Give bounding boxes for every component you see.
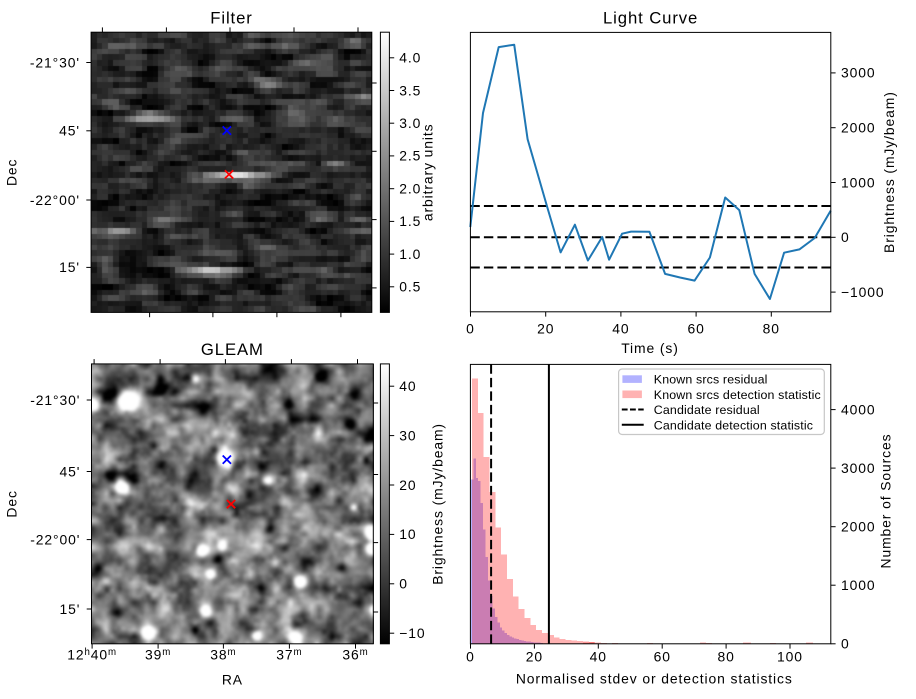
svg-text:RA: RA (222, 672, 243, 688)
svg-text:4.0: 4.0 (399, 50, 421, 66)
svg-text:-22°00': -22°00' (30, 531, 80, 547)
svg-text:Candidate detection statistic: Candidate detection statistic (654, 418, 813, 432)
svg-text:0: 0 (466, 648, 475, 664)
svg-text:40: 40 (590, 648, 607, 664)
svg-text:0: 0 (466, 321, 475, 337)
svg-text:45': 45' (59, 123, 80, 139)
svg-text:GLEAM: GLEAM (201, 340, 264, 359)
svg-text:Brightness (mJy/beam): Brightness (mJy/beam) (430, 423, 446, 585)
svg-text:36m​: 36m​ (342, 647, 368, 663)
svg-text:80: 80 (717, 648, 734, 664)
svg-text:-21°30': -21°30' (30, 54, 80, 70)
svg-text:−10: −10 (399, 625, 425, 641)
svg-text:Filter: Filter (210, 8, 252, 27)
svg-text:30: 30 (399, 427, 416, 443)
svg-text:2.0: 2.0 (399, 181, 421, 197)
svg-text:0: 0 (841, 636, 850, 652)
svg-text:3000: 3000 (841, 460, 876, 476)
svg-text:3.5: 3.5 (399, 82, 421, 98)
svg-text:arbitrary units: arbitrary units (420, 123, 436, 221)
svg-text:1.5: 1.5 (399, 213, 421, 229)
svg-text:Known srcs residual: Known srcs residual (654, 373, 768, 387)
svg-text:12h​40m​: 12h​40m​ (67, 647, 117, 663)
svg-text:Dec: Dec (4, 159, 20, 186)
svg-text:-21°30': -21°30' (30, 392, 80, 408)
svg-text:20: 20 (526, 648, 543, 664)
svg-text:Brightness (mJy/beam): Brightness (mJy/beam) (881, 91, 897, 253)
svg-text:15': 15' (59, 601, 80, 617)
svg-text:4000: 4000 (841, 401, 876, 417)
svg-text:37m​: 37m​ (276, 647, 302, 663)
svg-text:60: 60 (654, 648, 671, 664)
svg-text:100: 100 (777, 648, 803, 664)
svg-text:3.0: 3.0 (399, 115, 421, 131)
svg-text:-22°00': -22°00' (30, 192, 80, 208)
svg-text:Dec: Dec (4, 490, 20, 517)
svg-text:Candidate residual: Candidate residual (654, 403, 760, 417)
svg-text:Time (s): Time (s) (621, 340, 679, 356)
svg-text:1000: 1000 (841, 174, 876, 190)
svg-text:2000: 2000 (841, 120, 876, 136)
svg-text:0.5: 0.5 (399, 279, 421, 295)
svg-text:20: 20 (537, 321, 554, 337)
svg-text:40: 40 (399, 378, 416, 394)
svg-text:38m​: 38m​ (210, 647, 236, 663)
svg-text:1.0: 1.0 (399, 246, 421, 262)
svg-text:15': 15' (59, 259, 80, 275)
svg-text:40: 40 (612, 321, 629, 337)
svg-text:2000: 2000 (841, 519, 876, 535)
svg-text:80: 80 (763, 321, 780, 337)
svg-text:45': 45' (59, 463, 80, 479)
svg-text:1000: 1000 (841, 577, 876, 593)
svg-text:Light Curve: Light Curve (603, 8, 698, 27)
svg-text:3000: 3000 (841, 65, 876, 81)
svg-text:0: 0 (399, 576, 408, 592)
svg-text:Known srcs detection statistic: Known srcs detection statistic (654, 388, 821, 402)
svg-text:10: 10 (399, 526, 416, 542)
svg-text:0: 0 (841, 229, 850, 245)
svg-text:39m​: 39m​ (145, 647, 171, 663)
svg-text:2.5: 2.5 (399, 148, 421, 164)
svg-text:−1000: −1000 (841, 284, 885, 300)
svg-text:60: 60 (687, 321, 704, 337)
svg-text:20: 20 (399, 477, 416, 493)
svg-text:Number of Sources: Number of Sources (878, 434, 894, 569)
svg-text:Normalised stdev or detection: Normalised stdev or detection statistics (516, 670, 793, 686)
